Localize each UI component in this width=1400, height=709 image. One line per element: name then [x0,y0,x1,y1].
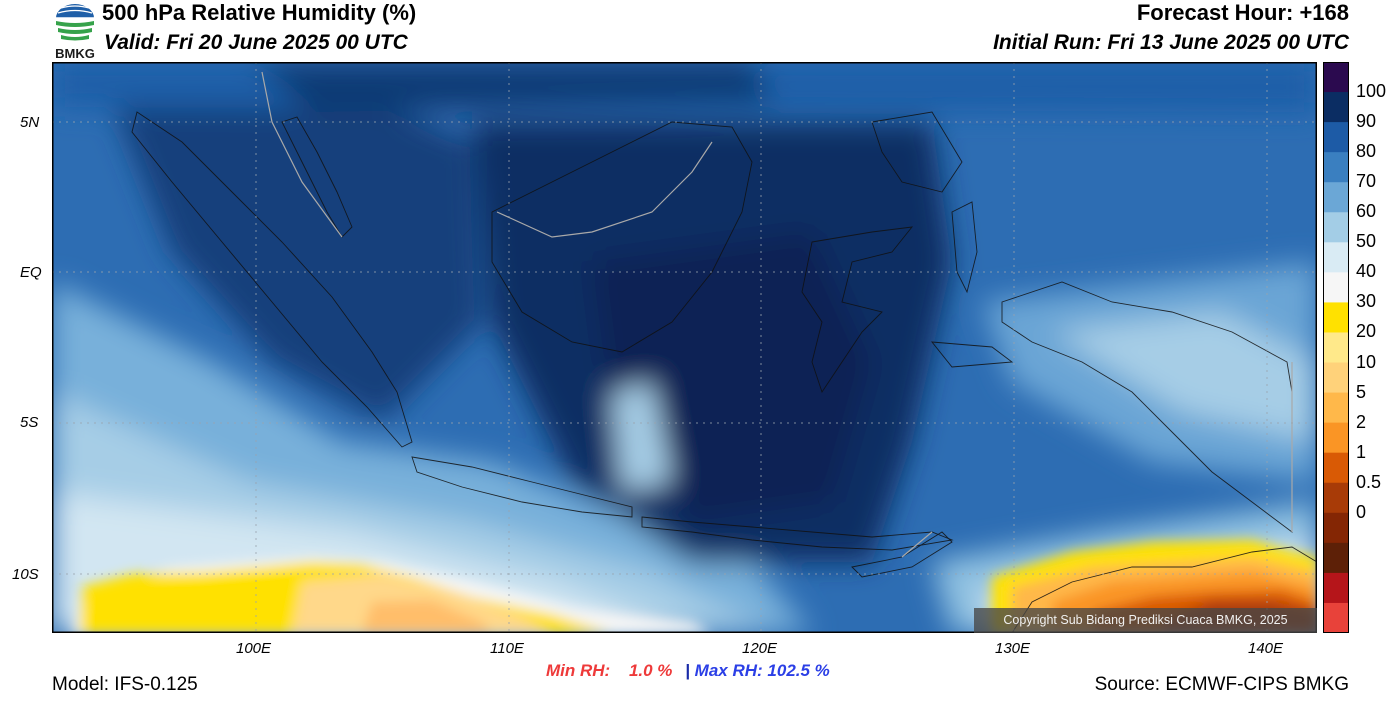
colorbar-label: 40 [1356,261,1377,282]
colorbar-swatch [1323,452,1349,484]
colorbar-swatch [1323,122,1349,153]
colorbar-swatch [1323,242,1349,273]
lon-label-140e: 140E [1248,640,1284,657]
colorbar-label: 1 [1356,441,1367,462]
colorbar-label: 0.5 [1356,471,1382,492]
colorbar-swatch [1323,272,1349,304]
colorbar-border [1323,62,1349,633]
lat-label-eq: EQ [20,264,42,281]
valid-time: Valid: Fri 20 June 2025 00 UTC [104,31,408,54]
bmkg-logo: BMKG [52,2,98,61]
max-rh-value: 102.5 % [767,661,830,680]
chart-title: 500 hPa Relative Humidity (%) [102,0,417,25]
colorbar-label: 0 [1356,501,1367,522]
colorbar-swatch [1323,512,1349,544]
stats-separator: | [685,661,690,680]
colorbar-swatch [1323,302,1349,334]
colorbar-label: 90 [1356,111,1377,132]
max-rh-label: Max RH: [694,661,763,680]
logo-text: BMKG [55,46,95,60]
colorbar [1323,62,1349,634]
colorbar-label: 10 [1356,351,1377,372]
source-label: Source: ECMWF-CIPS BMKG [1094,674,1349,695]
colorbar-label: 20 [1356,321,1377,342]
min-rh-value: 1.0 % [628,661,673,680]
colorbar-label: 30 [1356,291,1377,312]
colorbar-swatch [1323,542,1349,574]
colorbar-label: 70 [1356,171,1377,192]
colorbar-label: 5 [1356,381,1367,402]
colorbar-swatch [1323,92,1349,123]
lon-label-130e: 130E [995,640,1031,657]
colorbar-swatch [1323,362,1349,394]
colorbar-label: 50 [1356,231,1377,252]
colorbar-swatch [1323,392,1349,424]
model-label: Model: IFS-0.125 [52,674,198,695]
colorbar-swatch [1323,572,1349,604]
colorbar-swatch [1323,332,1349,364]
colorbar-label: 2 [1356,411,1367,432]
colorbar-swatch [1323,212,1349,243]
initial-run: Initial Run: Fri 13 June 2025 00 UTC [993,31,1349,54]
min-rh-label: Min RH: [546,661,611,680]
copyright-notice: Copyright Sub Bidang Prediksi Cuaca BMKG… [974,608,1317,633]
colorbar-swatch [1323,422,1349,454]
lon-label-110e: 110E [490,640,524,657]
lat-label-5s: 5S [20,414,39,431]
colorbar-label: 80 [1356,141,1377,162]
humidity-map [52,62,1317,633]
colorbar-swatch [1323,152,1349,183]
colorbar-label: 100 [1356,81,1387,102]
colorbar-swatch [1323,182,1349,213]
lon-label-100e: 100E [236,640,272,657]
forecast-hour: Forecast Hour: +168 [1136,0,1349,25]
colorbar-swatch [1323,602,1349,634]
colorbar-swatch [1323,62,1349,93]
lat-label-5n: 5N [20,114,40,131]
lat-label-10s: 10S [12,566,39,583]
colorbar-swatch [1323,482,1349,514]
lon-label-120e: 120E [742,640,778,657]
colorbar-label: 60 [1356,201,1377,222]
